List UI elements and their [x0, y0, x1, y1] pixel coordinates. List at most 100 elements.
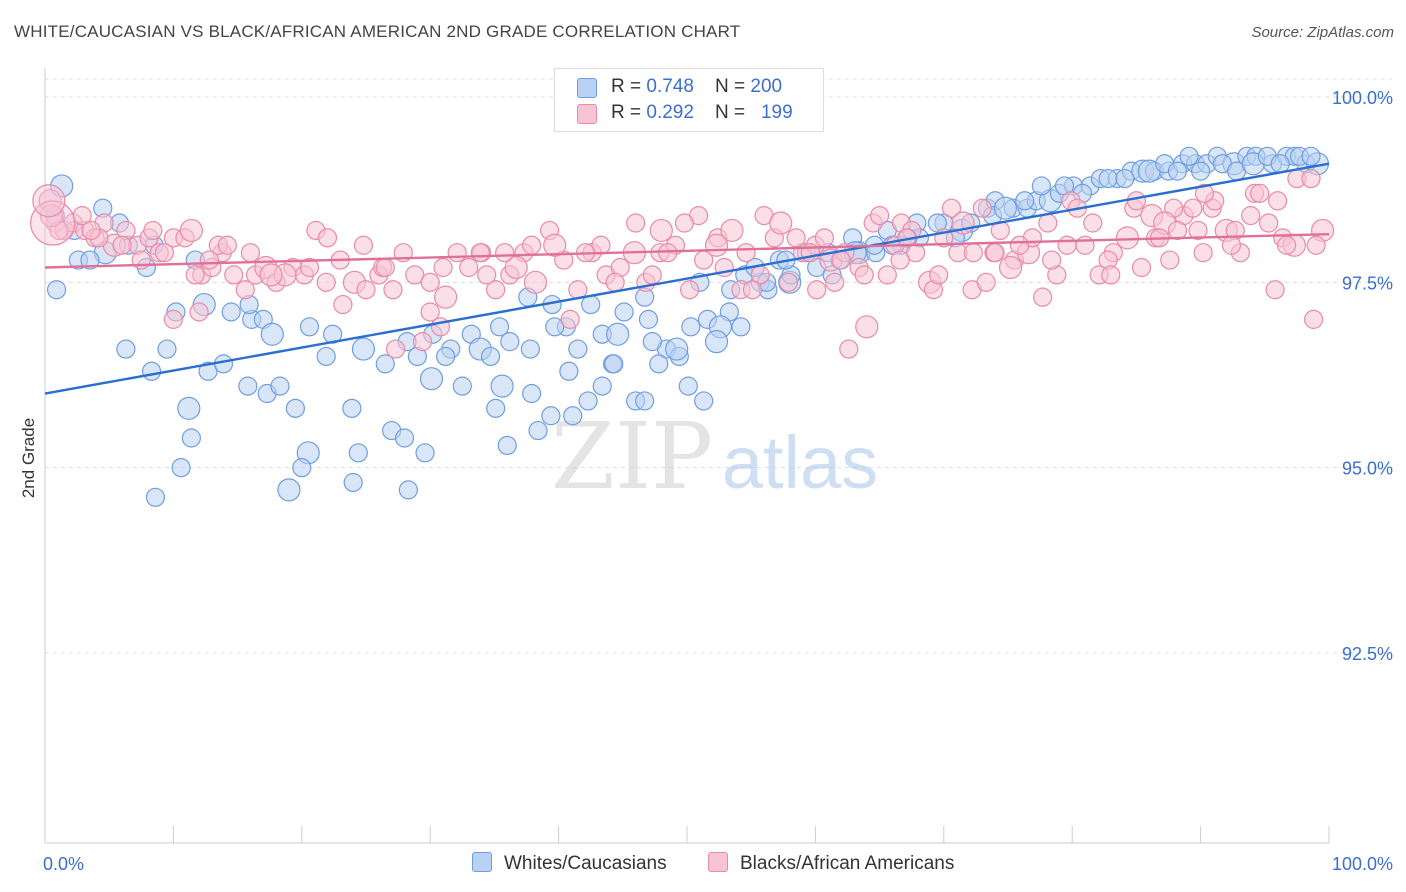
y-tick-label: 97.5%: [1342, 273, 1393, 293]
point-blacks: [420, 302, 440, 322]
point-blacks: [224, 265, 244, 285]
y-tick-label: 100.0%: [1332, 88, 1393, 108]
series-blacks-points: [30, 168, 1335, 359]
point-blacks: [1194, 183, 1215, 203]
point-blacks: [642, 265, 662, 285]
point-blacks: [855, 315, 879, 339]
legend-n-value: 200: [750, 76, 783, 97]
point-blacks: [1268, 191, 1288, 211]
point-whites: [522, 383, 542, 404]
point-blacks: [240, 243, 261, 263]
point-whites: [1098, 168, 1118, 189]
point-whites: [581, 294, 601, 315]
point-blacks: [1183, 198, 1203, 218]
point-whites: [415, 443, 435, 463]
point-blacks: [353, 235, 374, 255]
point-blacks: [1259, 213, 1279, 233]
point-blacks: [769, 211, 793, 235]
point-blacks: [459, 257, 479, 278]
point-blacks: [1009, 235, 1030, 255]
point-blacks: [30, 200, 76, 246]
point-blacks: [375, 257, 395, 278]
point-blacks: [929, 265, 949, 285]
bottom-legend-blacks: Blacks/African Americans: [708, 852, 954, 875]
point-whites: [1031, 176, 1051, 196]
point-whites: [342, 398, 362, 418]
point-whites: [181, 428, 201, 448]
trend-line-whites: [44, 162, 1330, 395]
point-whites: [638, 309, 659, 329]
point-blacks: [1160, 250, 1180, 270]
point-blacks: [814, 228, 834, 248]
point-blacks: [1101, 265, 1121, 285]
legend-n-value: 199: [760, 102, 793, 123]
point-blacks: [235, 280, 255, 300]
chart-title: WHITE/CAUCASIAN VS BLACK/AFRICAN AMERICA…: [14, 22, 741, 41]
point-blacks: [199, 250, 219, 270]
point-blacks: [1265, 280, 1285, 300]
point-blacks: [317, 228, 338, 248]
point-blacks: [39, 204, 64, 228]
point-blacks: [1301, 168, 1321, 189]
point-blacks: [179, 218, 203, 243]
point-blacks: [890, 250, 910, 270]
y-tick-label: 92.5%: [1342, 644, 1393, 664]
point-whites: [343, 472, 363, 493]
point-blacks: [1131, 257, 1152, 278]
point-blacks: [299, 257, 320, 278]
point-blacks: [1033, 287, 1053, 307]
point-whites: [351, 337, 376, 361]
point-blacks: [189, 302, 209, 322]
point-blacks: [720, 218, 744, 243]
point-blacks: [560, 309, 580, 329]
point-whites: [419, 367, 444, 391]
point-blacks: [736, 243, 756, 263]
point-blacks: [1038, 213, 1058, 233]
point-whites: [177, 396, 201, 420]
point-blacks: [154, 243, 175, 263]
point-blacks: [504, 255, 528, 280]
point-whites: [500, 332, 520, 352]
point-whites: [46, 280, 67, 300]
point-whites: [1167, 161, 1188, 181]
point-whites: [398, 480, 418, 500]
point-whites: [520, 339, 540, 359]
point-whites: [528, 420, 548, 441]
point-whites: [436, 346, 456, 367]
point-whites: [1270, 154, 1290, 174]
legend-r-label: R =: [611, 102, 647, 123]
legend-r-value: 0.748: [646, 76, 694, 97]
legend-n-label: N =: [715, 76, 751, 97]
point-blacks: [976, 272, 996, 292]
point-whites: [497, 435, 517, 456]
bottom-legend-label-whites: Whites/Caucasians: [504, 853, 667, 874]
point-blacks: [985, 243, 1005, 263]
point-whites: [1301, 146, 1321, 166]
legend-n-label: N =: [715, 102, 751, 123]
point-blacks: [1241, 206, 1261, 226]
point-blacks: [825, 272, 845, 292]
point-blacks: [674, 213, 695, 233]
point-blacks: [81, 220, 101, 241]
point-whites: [394, 428, 415, 448]
bottom-legend-swatch-pink: [708, 852, 728, 872]
x-tick-label: 0.0%: [43, 854, 84, 874]
point-blacks: [447, 243, 467, 263]
point-blacks: [649, 218, 673, 243]
point-blacks: [420, 272, 440, 292]
point-whites: [635, 391, 655, 411]
point-blacks: [869, 206, 890, 226]
point-blacks: [905, 243, 926, 263]
point-blacks: [1167, 220, 1188, 241]
point-whites: [145, 487, 166, 507]
point-blacks: [112, 235, 132, 255]
point-whites: [541, 406, 561, 426]
point-blacks: [217, 235, 237, 255]
point-blacks: [131, 250, 151, 270]
point-whites: [116, 339, 136, 359]
point-whites: [545, 317, 565, 337]
tick-labels: 92.5% 95.0% 97.5% 100.0% 0.0% 100.0% 2nd Grade: [19, 88, 1393, 874]
point-blacks: [1250, 183, 1270, 203]
point-whites: [157, 339, 177, 359]
